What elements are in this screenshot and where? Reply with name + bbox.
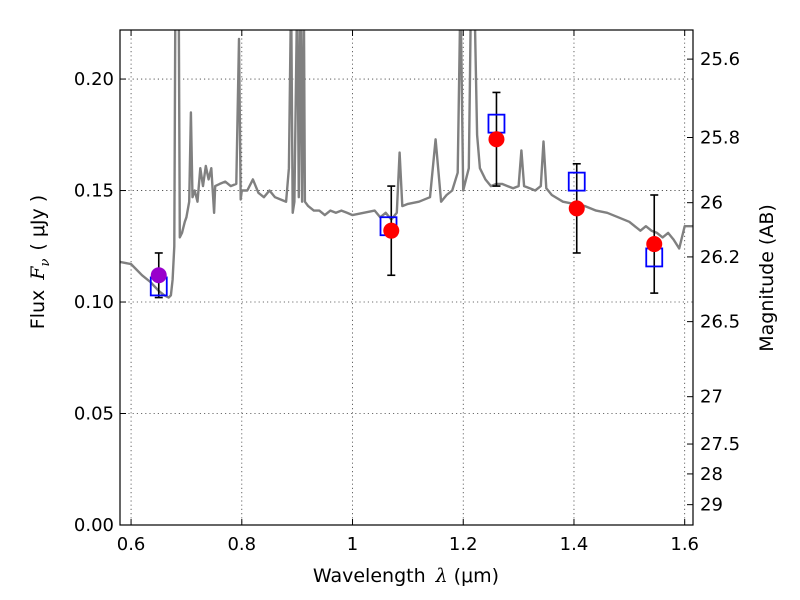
- y2-tick-label: 26.5: [700, 312, 740, 333]
- model-spectrum-line: [120, 30, 693, 299]
- plot-frame: [119, 29, 694, 526]
- y-tick-labels: 0.00 0.05 0.10 0.15 0.20: [74, 69, 114, 536]
- tick-marks: [120, 30, 693, 526]
- observed-flux-point: [150, 267, 167, 284]
- y-tick-label: 0.10: [74, 292, 114, 313]
- observed-flux-point: [488, 131, 505, 148]
- model-photometry-box: [567, 171, 586, 192]
- x-tick-label: 1.2: [449, 534, 478, 555]
- y2-tick-labels: 25.6 25.8 26 26.2 26.5 27 27.5 28 29: [700, 49, 740, 516]
- y2-tick-label: 27: [700, 387, 723, 408]
- y2-axis-label: Magnitude (AB): [756, 204, 778, 352]
- x-tick-label: 1.4: [560, 534, 589, 555]
- observed-flux-layer: [150, 131, 663, 284]
- y2-tick-label: 25.6: [700, 49, 740, 70]
- spectrum-layer: [120, 30, 693, 299]
- x-tick-label: 1: [347, 534, 358, 555]
- y2-tick-label: 29: [700, 495, 723, 516]
- y-tick-label: 0.05: [74, 404, 114, 425]
- observed-flux-point: [383, 222, 400, 239]
- observed-flux-point: [568, 200, 585, 217]
- x-axis-label: Wavelength λ (μm): [313, 565, 499, 587]
- y2-tick-label: 26: [700, 193, 723, 214]
- y2-tick-label: 28: [700, 464, 723, 485]
- x-tick-label: 1.6: [670, 534, 699, 555]
- y-axis-label: FluxFν( μJy ): [27, 195, 53, 329]
- x-tick-labels: 0.6 0.8 1 1.2 1.4 1.6: [117, 534, 699, 555]
- y2-tick-label: 26.2: [700, 247, 740, 268]
- grid-lines: [120, 30, 693, 525]
- y2-tick-label: 27.5: [700, 434, 740, 455]
- observed-flux-point: [646, 236, 663, 253]
- y2-tick-label: 25.8: [700, 127, 740, 148]
- y-tick-label: 0.15: [74, 181, 114, 202]
- x-tick-label: 0.8: [227, 534, 256, 555]
- x-tick-label: 0.6: [117, 534, 146, 555]
- y-tick-label: 0.00: [74, 515, 114, 536]
- y-tick-label: 0.20: [74, 69, 114, 90]
